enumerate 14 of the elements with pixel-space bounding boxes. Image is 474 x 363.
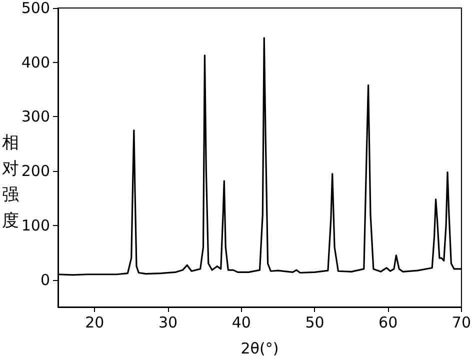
x-tick-label: 40	[232, 314, 251, 332]
x-axis-title: 2θ(°)	[240, 340, 279, 358]
x-tick-label: 70	[452, 314, 472, 332]
y-tick-label: 0	[40, 270, 50, 289]
y-tick-label: 200	[21, 162, 50, 180]
x-tick-label: 60	[378, 314, 398, 332]
x-tick-label: 30	[158, 314, 178, 332]
y-axis-title: 相对强度	[2, 133, 19, 231]
y-tick-label: 500	[21, 0, 50, 17]
x-tick-label: 20	[85, 314, 104, 332]
y-tick-label: 100	[21, 216, 50, 234]
y-tick-label: 300	[21, 108, 50, 126]
x-tick-label: 50	[305, 314, 324, 332]
y-tick-label: 400	[21, 53, 50, 72]
